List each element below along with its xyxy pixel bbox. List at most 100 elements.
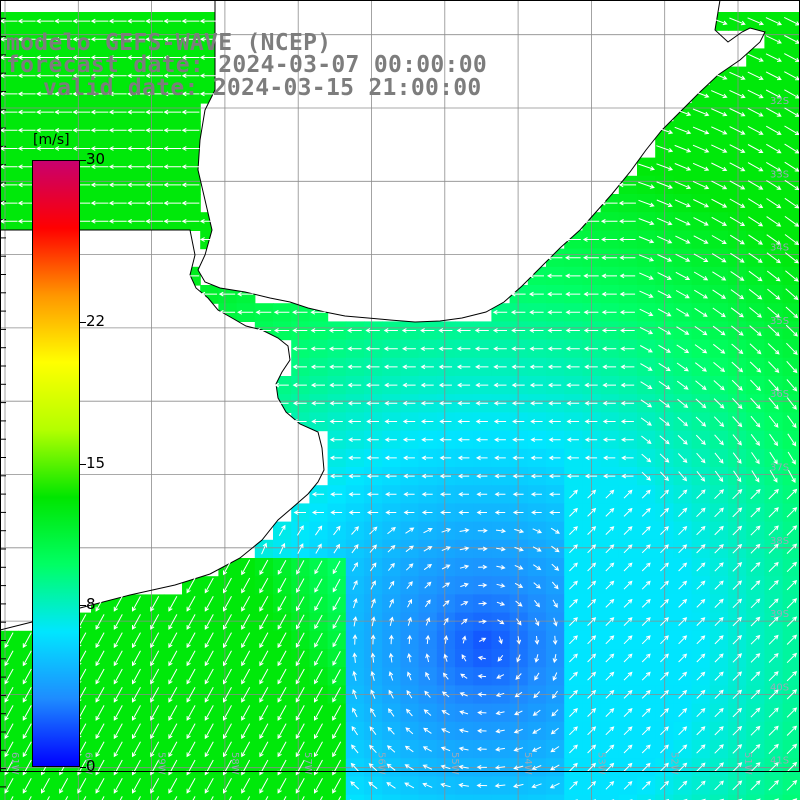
wind-arrow (641, 526, 651, 535)
wind-arrow (494, 783, 506, 788)
wind-arrow (657, 254, 673, 262)
wind-arrow (163, 109, 182, 115)
wind-arrow (150, 686, 160, 703)
wind-cell (200, 794, 219, 800)
wind-arrow (457, 455, 470, 461)
wind-arrow (332, 596, 341, 611)
wind-arrow (565, 309, 581, 315)
wind-arrow (404, 764, 414, 771)
wind-arrow (314, 596, 323, 612)
wind-arrow (424, 690, 431, 698)
wind-arrow (732, 634, 743, 645)
wind-arrow (512, 491, 524, 497)
wind-arrow (441, 528, 452, 533)
wind-arrow (241, 650, 251, 667)
wind-arrow (478, 582, 488, 588)
longitude-label: 57W (302, 752, 313, 775)
wind-arrow (602, 346, 617, 352)
wind-arrow (366, 473, 379, 479)
wind-arrow (443, 635, 449, 644)
wind-arrow (621, 455, 634, 461)
wind-arrow (587, 744, 597, 754)
wind-arrow (657, 290, 672, 298)
wind-arrow (714, 762, 724, 772)
wind-arrow (618, 182, 637, 188)
wind-arrow (534, 635, 540, 645)
wind-arrow (546, 273, 563, 279)
wind-arrow (532, 709, 541, 716)
wind-arrow (768, 361, 780, 373)
wind-arrow (54, 109, 72, 115)
wind-arrow (461, 654, 467, 662)
wind-arrow (534, 599, 541, 608)
wind-arrow (17, 18, 36, 24)
wind-arrow (332, 723, 342, 740)
wind-arrow (351, 544, 359, 554)
wind-arrow (168, 741, 178, 758)
wind-arrow (551, 690, 559, 699)
wind-arrow (4, 650, 14, 667)
wind-arrow (328, 346, 344, 352)
wind-arrow (660, 598, 669, 608)
wind-arrow (696, 580, 706, 590)
wind-arrow (605, 598, 615, 608)
wind-arrow (659, 507, 670, 517)
wind-arrow (72, 91, 91, 97)
wind-arrow (750, 507, 761, 518)
wind-arrow (247, 796, 251, 800)
wind-arrow (620, 346, 635, 352)
wind-arrow (678, 671, 688, 681)
wind-arrow (366, 419, 379, 424)
wind-arrow (90, 146, 109, 151)
wind-arrow (277, 650, 287, 667)
wind-arrow (514, 691, 523, 698)
wind-arrow (587, 635, 597, 645)
wind-arrow (108, 91, 127, 97)
wind-arrow (478, 601, 488, 606)
wind-arrow (767, 306, 781, 319)
wind-arrow (569, 526, 578, 535)
wind-arrow (310, 309, 326, 315)
wind-arrow (119, 796, 123, 800)
wind-arrow (405, 563, 414, 571)
wind-arrow (601, 291, 617, 297)
wind-arrow (259, 686, 269, 703)
wind-arrow (602, 364, 617, 370)
wind-arrow (277, 632, 287, 649)
wind-arrow (748, 216, 764, 227)
wind-arrow (658, 399, 671, 408)
wind-arrow (510, 291, 526, 297)
wind-arrow (729, 126, 746, 135)
wind-arrow (407, 598, 412, 608)
wind-arrow (204, 577, 214, 594)
wind-arrow (168, 705, 178, 721)
wind-arrow (425, 617, 431, 626)
wind-arrow (163, 218, 182, 224)
wind-arrow (332, 777, 342, 794)
wind-arrow (460, 618, 468, 625)
wind-arrow (241, 559, 251, 576)
longitude-label: 53W (595, 752, 606, 775)
wind-arrow (582, 218, 600, 224)
wind-arrow (422, 764, 433, 770)
wind-arrow (474, 328, 489, 333)
wind-arrow (145, 18, 163, 24)
wind-arrow (765, 125, 782, 135)
wind-arrow (460, 582, 469, 588)
wind-arrows (0, 16, 800, 800)
wind-arrow (421, 491, 433, 497)
wind-arrow (492, 328, 507, 333)
wind-arrow (476, 764, 487, 770)
wind-arrow (547, 346, 562, 352)
wind-arrow (512, 510, 524, 515)
wind-arrow (443, 617, 449, 626)
wind-arrow (371, 598, 376, 608)
wind-arrow (564, 237, 581, 242)
wind-arrow (478, 637, 487, 642)
wind-arrow (566, 437, 579, 443)
wind-arrow (108, 73, 127, 79)
wind-arrow (549, 491, 561, 497)
wind-arrow (241, 577, 251, 594)
wind-arrow (460, 673, 468, 679)
wind-arrow (54, 55, 72, 60)
